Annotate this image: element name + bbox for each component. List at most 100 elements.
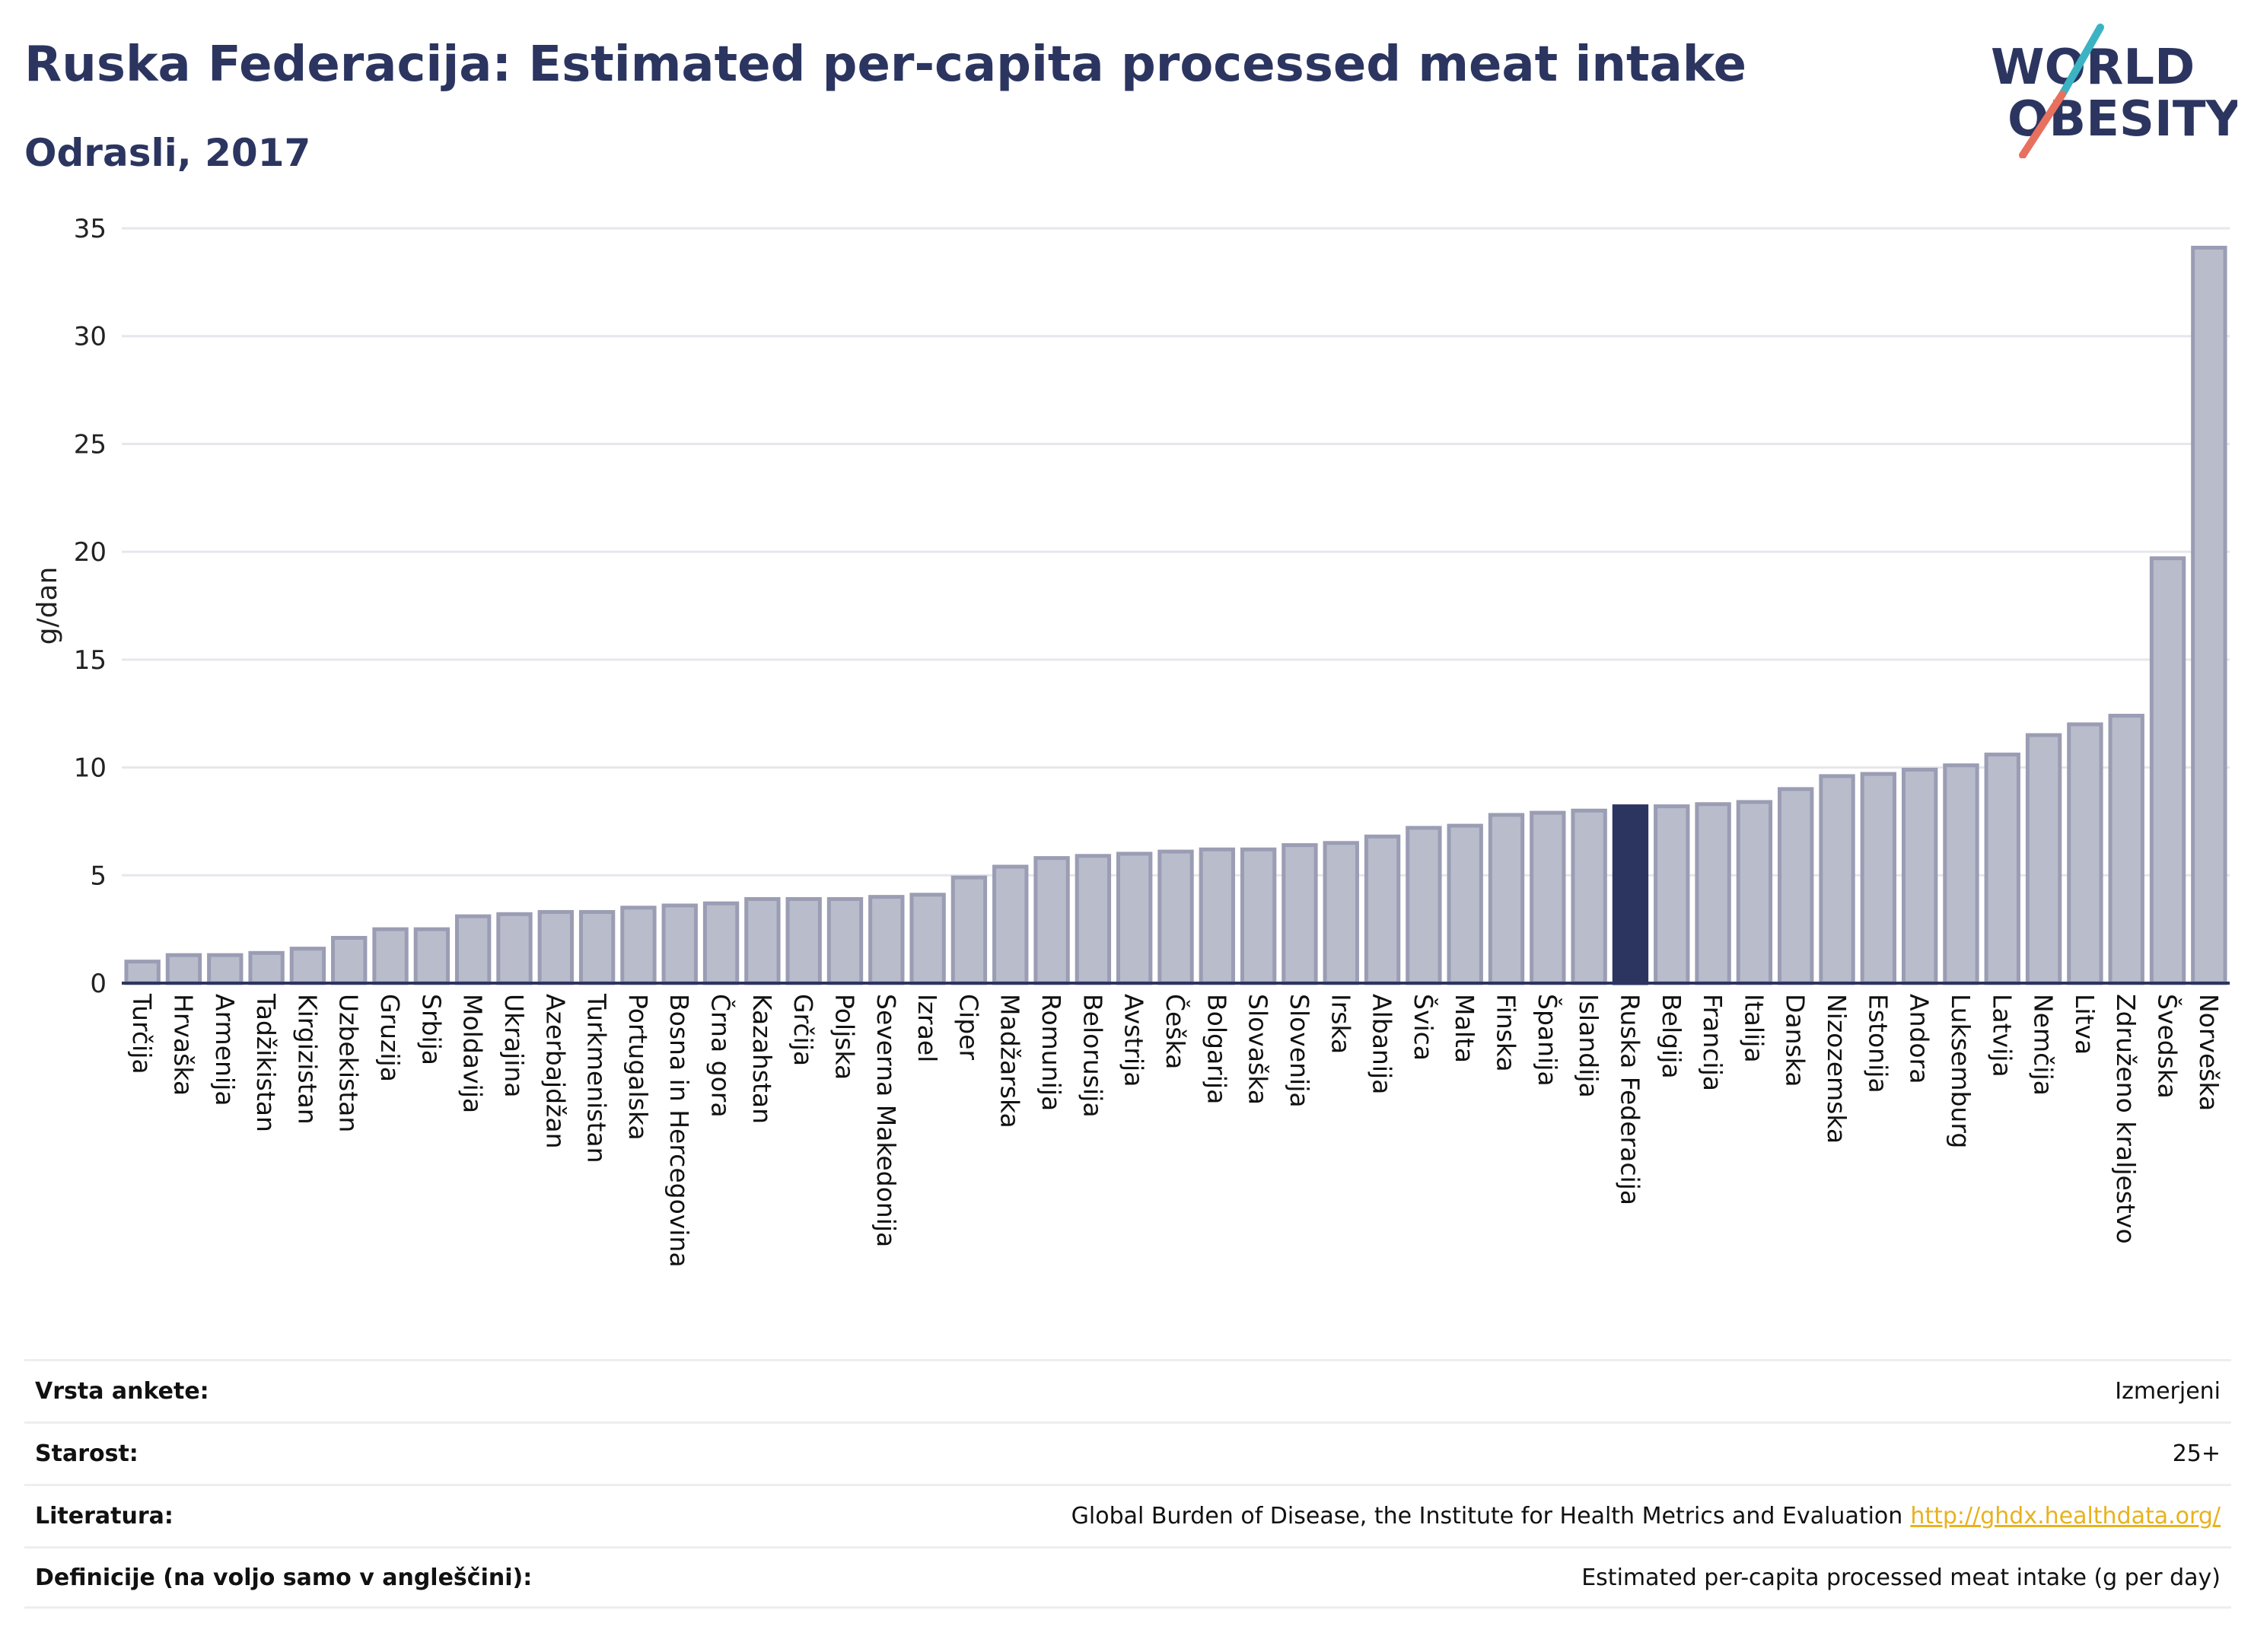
x-tick-label: Madžarska — [995, 994, 1025, 1128]
bar-50 — [2149, 556, 2186, 985]
x-tick-label: Izrael — [912, 994, 942, 1062]
x-tick-label: Švedska — [2153, 994, 2183, 1099]
source-label: Literatura: — [35, 1503, 174, 1529]
bar-3 — [207, 953, 244, 985]
bar-28 — [1240, 847, 1277, 985]
x-tick-label: Islandija — [1574, 994, 1603, 1098]
x-tick-label: Kazahstan — [747, 994, 777, 1124]
x-tick-label: Nemčija — [2029, 994, 2058, 1096]
bar-41 — [1778, 787, 1814, 985]
x-tick-label: Norveška — [2194, 994, 2224, 1111]
bar-43 — [1860, 772, 1897, 985]
x-tick-label: Španija — [1533, 994, 1563, 1087]
bar-26 — [1157, 849, 1194, 985]
meta-row-survey: Vrsta ankete: Izmerjeni — [24, 1359, 2231, 1421]
x-tick-label: Tadžikistan — [251, 993, 281, 1132]
x-tick-label: Severna Makedonija — [871, 994, 901, 1247]
survey-type-value: Izmerjeni — [2115, 1378, 2221, 1405]
x-tick-label: Nizozemska — [1822, 994, 1851, 1144]
bar-35 — [1530, 810, 1566, 985]
x-tick-label: Luksemburg — [1946, 994, 1976, 1148]
source-value: Global Burden of Disease, the Institute … — [1071, 1503, 2221, 1529]
x-tick-label: Azerbajdžan — [540, 994, 570, 1149]
x-tick-label: Srbija — [416, 994, 446, 1065]
bar-9 — [454, 914, 492, 985]
x-tick-label: Irska — [1326, 994, 1355, 1054]
y-axis-ticks: 0 5 10 15 20 25 30 35 — [74, 214, 107, 999]
bar-38 — [1654, 804, 1690, 985]
survey-type-label: Vrsta ankete: — [35, 1378, 209, 1405]
x-tick-label: Estonija — [1863, 994, 1893, 1093]
logo-line-1: WORLD — [1991, 40, 2195, 96]
bar-51 — [2191, 246, 2227, 985]
x-tick-label: Hrvaška — [168, 994, 198, 1096]
x-tick-label: Ciper — [954, 994, 983, 1060]
y-tick-label: 15 — [74, 645, 107, 676]
x-tick-label: Belorusija — [1078, 994, 1107, 1118]
bar-33 — [1447, 823, 1483, 985]
meta-row-source: Literatura: Global Burden of Disease, th… — [24, 1484, 2231, 1546]
y-tick-label: 0 — [90, 969, 107, 999]
bar-37 — [1612, 804, 1649, 985]
x-tick-label: Malta — [1450, 994, 1479, 1063]
bar-32 — [1406, 826, 1442, 985]
x-tick-label: Bolgarija — [1202, 994, 1231, 1104]
bar-7 — [372, 927, 409, 985]
bar-19 — [868, 895, 905, 985]
y-axis-title: g/dan — [32, 567, 63, 645]
meta-row-age: Starost: 25+ — [24, 1421, 2231, 1484]
bar-49 — [2108, 714, 2144, 985]
x-tick-label: Danska — [1781, 994, 1810, 1087]
x-tick-label: Francija — [1698, 994, 1727, 1091]
bar-31 — [1364, 834, 1401, 985]
x-tick-label: Litva — [2070, 994, 2100, 1055]
logo-slash-top — [2058, 24, 2104, 98]
age-label: Starost: — [35, 1440, 138, 1467]
age-value: 25+ — [2172, 1440, 2221, 1467]
bar-42 — [1819, 774, 1855, 985]
x-tick-label: Armenija — [210, 994, 240, 1106]
definition-value: Estimated per-capita processed meat inta… — [1581, 1564, 2221, 1591]
source-link[interactable]: http://ghdx.healthdata.org/ — [1910, 1503, 2221, 1529]
bar-5 — [289, 947, 326, 985]
x-tick-label: Grčija — [788, 994, 818, 1066]
x-tick-label: Portugalska — [623, 994, 653, 1141]
bar-17 — [785, 896, 822, 985]
x-tick-label: Moldavija — [458, 994, 488, 1113]
x-axis-category-labels: Turčija Hrvaška Armenija Tadžikistan Kirgizi… — [127, 993, 2224, 1268]
x-tick-label: Češka — [1161, 994, 1191, 1069]
x-tick-label: Uzbekistan — [334, 994, 364, 1132]
y-tick-label: 25 — [74, 429, 107, 460]
bar-36 — [1571, 808, 1607, 985]
x-tick-label: Albanija — [1367, 994, 1397, 1094]
bar-11 — [537, 909, 574, 985]
x-tick-label: Finska — [1492, 994, 1521, 1072]
x-tick-label: Kirgizistan — [292, 994, 322, 1125]
x-tick-label: Poljska — [829, 994, 859, 1080]
bar-40 — [1736, 800, 1773, 985]
bar-6 — [331, 935, 368, 985]
bar-chart: 0 5 10 15 20 25 30 35 Turčija Hrvaška Armenija Tad… — [32, 214, 2230, 1268]
world-obesity-logo: WORLD OBESITY — [1991, 24, 2237, 158]
x-tick-label: Belgija — [1657, 994, 1686, 1079]
bar-14 — [661, 903, 698, 985]
x-tick-label: Švica — [1409, 994, 1439, 1061]
bars — [124, 246, 2227, 985]
x-tick-label: Romunija — [1036, 994, 1066, 1111]
bar-4 — [248, 950, 285, 985]
x-tick-label: Turkmenistan — [582, 993, 612, 1163]
y-tick-label: 20 — [74, 537, 107, 568]
x-tick-label: Ukrajina — [499, 994, 529, 1098]
x-tick-label: Latvija — [1987, 994, 2017, 1077]
x-tick-label: Gruzija — [375, 994, 405, 1082]
x-tick-label: Slovenija — [1285, 994, 1314, 1108]
bar-15 — [702, 901, 740, 985]
y-tick-label: 35 — [74, 214, 107, 244]
bar-27 — [1199, 847, 1235, 985]
bar-47 — [2025, 733, 2062, 985]
chart-title: Ruska Federacija: Estimated per-capita p… — [24, 37, 1746, 93]
bar-10 — [496, 912, 533, 985]
bar-21 — [950, 875, 988, 985]
definition-label: Definicije (na voljo samo v angleščini): — [35, 1564, 533, 1591]
y-tick-label: 10 — [74, 753, 107, 784]
